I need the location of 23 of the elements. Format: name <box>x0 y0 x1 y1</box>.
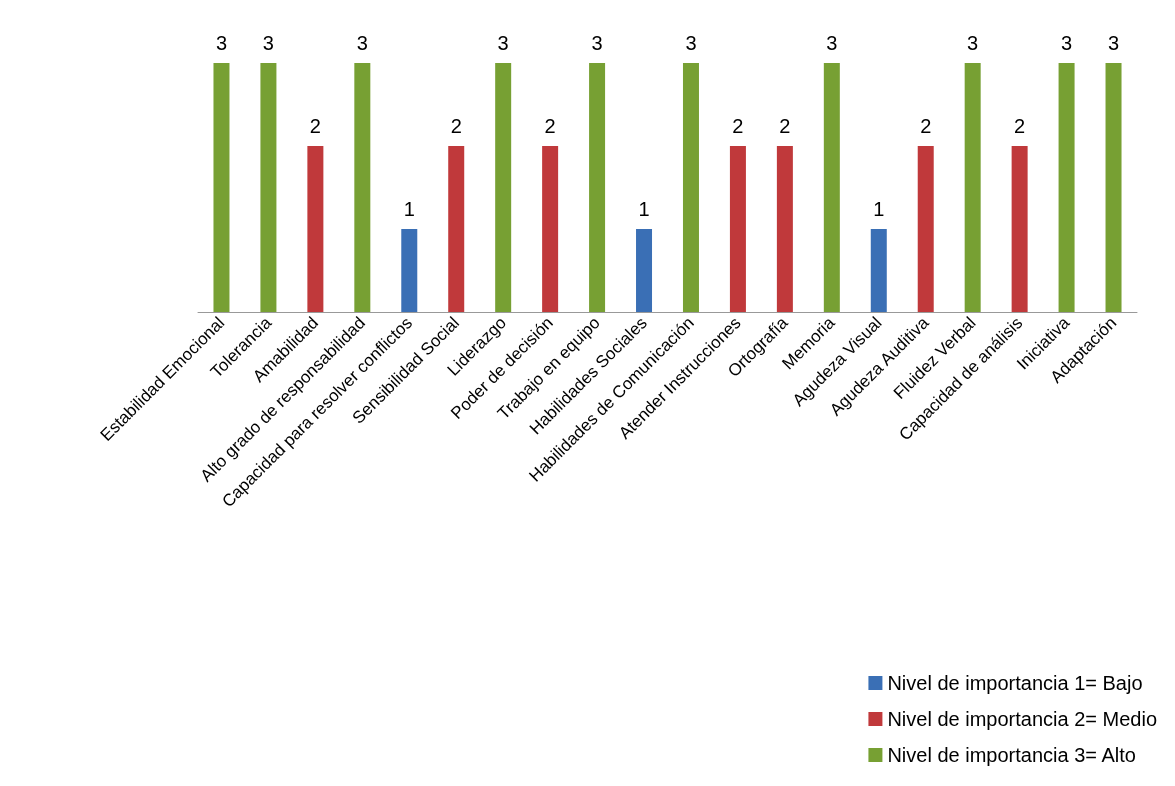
legend-label: Nivel de importancia 2= Medio <box>887 708 1158 730</box>
data-label: 3 <box>1107 32 1120 54</box>
data-label: 1 <box>403 198 415 220</box>
legend-label: Nivel de importancia 1= Bajo <box>887 672 1143 694</box>
data-label: 1 <box>638 198 650 220</box>
data-label: 3 <box>1061 32 1073 54</box>
data-label: 3 <box>356 32 368 54</box>
data-label: 2 <box>920 115 932 137</box>
data-label: 2 <box>779 115 791 137</box>
data-label: 3 <box>826 32 838 54</box>
data-label: 2 <box>1014 115 1026 137</box>
data-label: 2 <box>450 115 462 137</box>
data-label: 3 <box>215 32 228 54</box>
data-label: 3 <box>497 32 509 54</box>
data-label: 3 <box>262 32 274 54</box>
legend-label: Nivel de importancia 3= Alto <box>887 744 1136 766</box>
data-label: 2 <box>544 115 556 137</box>
data-label: 1 <box>873 198 885 220</box>
data-label: 3 <box>685 32 697 54</box>
data-label: 3 <box>591 32 603 54</box>
data-label: 2 <box>309 115 321 137</box>
data-label: 2 <box>732 115 744 137</box>
data-label: 3 <box>967 32 979 54</box>
